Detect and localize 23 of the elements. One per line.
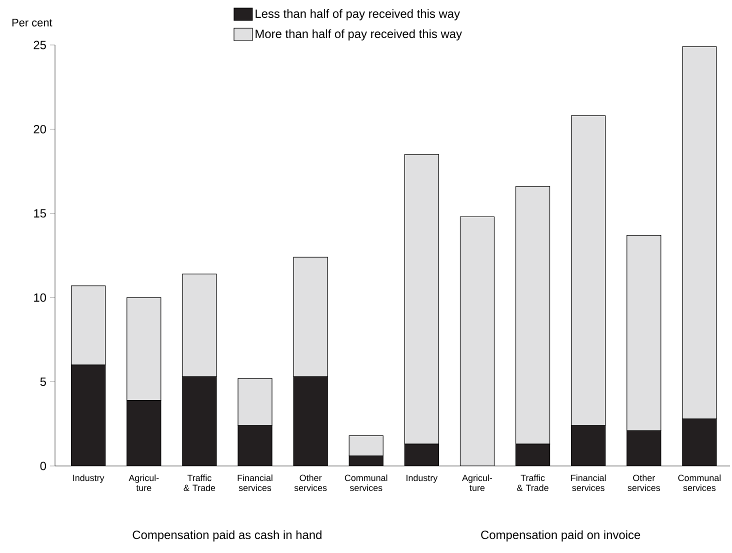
x-tick-label: Other services: [294, 474, 327, 492]
y-axis-title: Per cent: [12, 18, 52, 26]
x-tick-label: Industry: [406, 474, 438, 483]
y-tick-label: 25: [34, 40, 46, 50]
x-tick-label: Agricul- ture: [462, 474, 492, 492]
y-tick-label: 5: [40, 378, 46, 386]
y-tick-label: 15: [34, 209, 46, 218]
x-tick-label: Financial services: [571, 474, 606, 492]
x-tick-label: Traffic & Trade: [184, 474, 216, 492]
x-tick-label: Agricul- ture: [128, 474, 159, 492]
x-tick-label: Other services: [628, 474, 660, 492]
y-tick-label: 20: [34, 124, 46, 134]
text: Compensation paid as cash in hand: [132, 530, 322, 542]
x-tick-label: Traffic & Trade: [517, 474, 548, 492]
y-tick-label: 10: [34, 293, 46, 302]
x-tick-label: Communal services: [344, 474, 388, 492]
x-tick-label: Communal services: [678, 474, 721, 492]
legend-label: Less than half of pay received this way: [256, 9, 460, 20]
y-tick-label: 0: [40, 462, 46, 470]
x-tick-label: Financial services: [238, 474, 272, 492]
text: Compensation paid on invoice: [481, 530, 640, 542]
legend-label: More than half of pay received this way: [256, 29, 462, 40]
x-tick-label: Industry: [73, 474, 104, 483]
